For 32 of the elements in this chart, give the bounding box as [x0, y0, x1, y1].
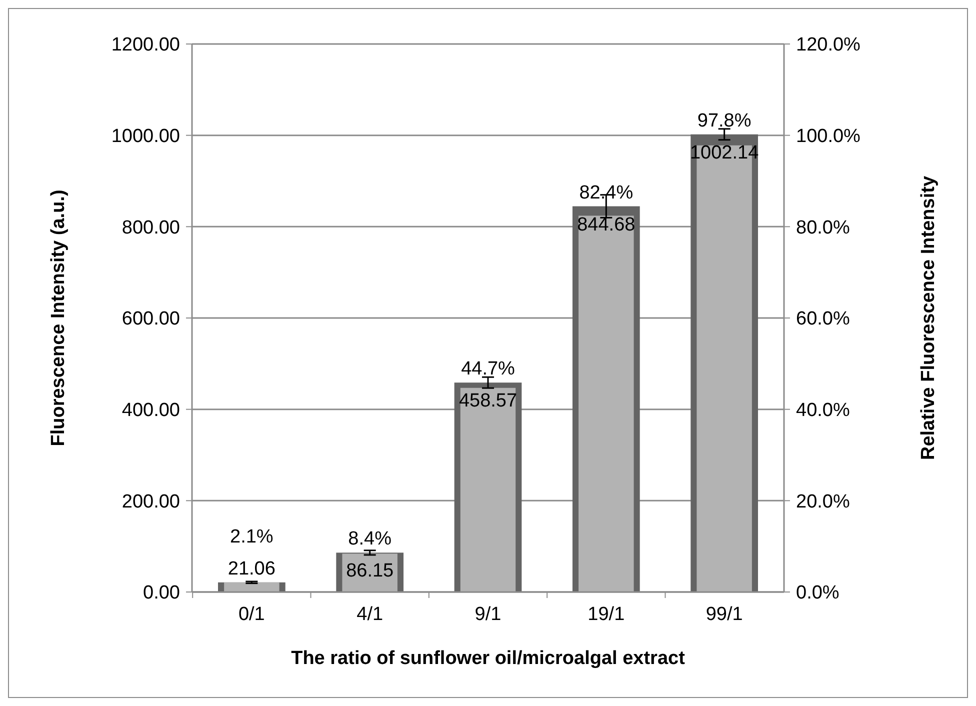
data-label: 458.57 — [458, 390, 518, 412]
y-tick-label: 1200.00 — [111, 34, 180, 56]
x-tick-label: 4/1 — [356, 604, 384, 625]
y2-tick-label: 60.0% — [796, 308, 850, 330]
y2-tick-label: 40.0% — [796, 400, 850, 421]
y-tick-label: 400.00 — [122, 400, 180, 421]
x-tick-label: 19/1 — [588, 604, 625, 625]
y2-tick-label: 20.0% — [796, 491, 850, 512]
x-tick-label: 0/1 — [238, 604, 265, 625]
x-tick-label: 9/1 — [474, 604, 502, 625]
y-tick-label: 1000.00 — [111, 126, 180, 147]
y-tick-label: 200.00 — [122, 491, 180, 512]
data-label: 844.68 — [577, 214, 636, 236]
y2-tick-label: 0.0% — [796, 582, 840, 604]
data-label: 8.4% — [348, 528, 392, 550]
data-label: 2.1% — [230, 526, 274, 548]
y2-axis-title: Relative Fluorescence Intensity — [918, 176, 939, 460]
data-label: 44.7% — [461, 358, 516, 380]
y2-tick-label: 120.0% — [796, 34, 861, 56]
y2-tick-label: 100.0% — [796, 126, 861, 147]
x-tick-label: 99/1 — [706, 604, 743, 625]
data-label: 86.15 — [346, 560, 394, 582]
y2-tick-label: 80.0% — [796, 217, 850, 238]
x-axis-title: The ratio of sunflower oil/microalgal extract — [291, 648, 686, 669]
data-label: 97.8% — [697, 110, 752, 132]
y-tick-label: 800.00 — [122, 217, 180, 238]
data-label: 21.06 — [228, 558, 276, 580]
data-label: 1002.14 — [690, 142, 760, 164]
y-tick-label: 0.00 — [143, 582, 180, 604]
y-tick-label: 600.00 — [122, 308, 180, 330]
data-label: 82.4% — [579, 182, 634, 204]
y-axis-title: Fluorescence Intensity (a.u.) — [48, 190, 69, 446]
